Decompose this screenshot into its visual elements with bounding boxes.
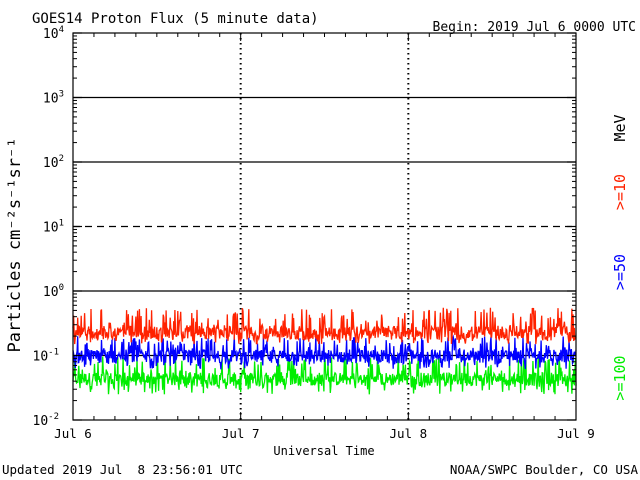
updated-timestamp: Updated 2019 Jul 8 23:56:01 UTC	[2, 462, 243, 477]
y-tick-label: 104	[43, 25, 64, 42]
legend-label: >=50	[611, 254, 629, 290]
x-tick-label: Jul 7	[222, 426, 260, 441]
series-line-10mev	[72, 307, 577, 345]
legend-label: >=10	[611, 174, 629, 210]
y-tick-label: 100	[43, 283, 64, 300]
x-tick-label: Jul 9	[557, 426, 595, 441]
legend: MeV >=10 >=50 >=100	[611, 114, 629, 400]
begin-time: Begin: 2019 Jul 6 0000 UTC	[433, 20, 637, 35]
x-tick-label: Jul 6	[54, 426, 92, 441]
x-axis-label: Universal Time	[273, 444, 374, 458]
source-credit: NOAA/SWPC Boulder, CO USA	[450, 462, 639, 477]
chart-title: GOES14 Proton Flux (5 minute data)	[32, 11, 319, 27]
y-tick-label: 10-2	[33, 412, 60, 429]
x-tick-label: Jul 8	[390, 426, 428, 441]
y-tick-label: 101	[43, 219, 64, 236]
series-line-50	[72, 334, 577, 370]
legend-label: >=100	[611, 355, 629, 400]
y-tick-label: 103	[43, 90, 64, 107]
legend-label: MeV	[611, 114, 629, 141]
y-axis-label: Particles cm⁻²s⁻¹sr⁻¹	[5, 138, 25, 353]
plot-area: 10-2 10-1 100 101 102 103 104 Jul 6 Jul 7 Jul 8 Ju…	[33, 25, 595, 441]
y-tick-label: 102	[43, 154, 64, 171]
y-tick-label: 10-1	[33, 348, 60, 365]
